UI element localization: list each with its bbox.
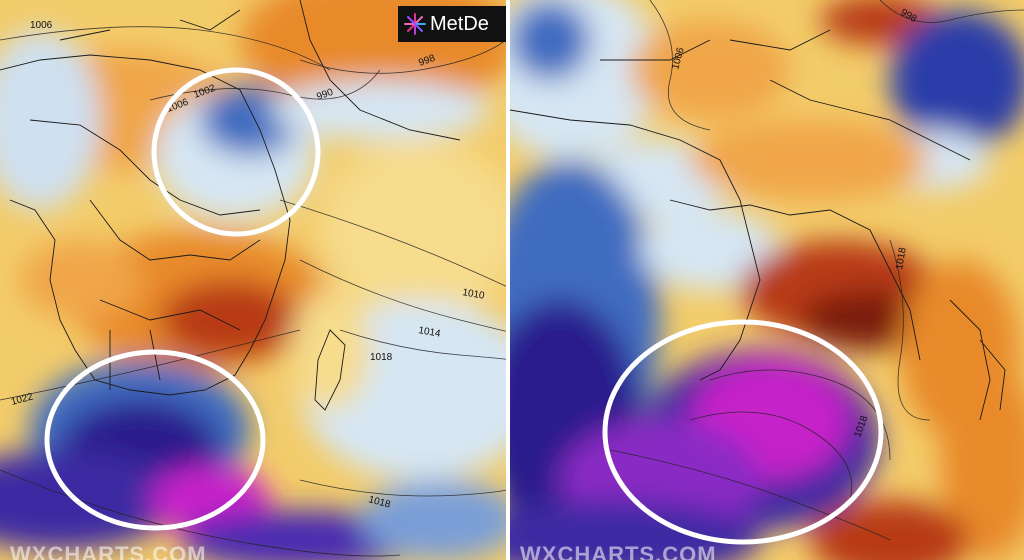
isobar-label: 1010 [461,287,485,302]
left-temperature-anomaly-map: 1006 1002 998 990 1006 1010 1014 1018 10… [0,0,506,560]
watermark-text: WXCHARTS.COM [520,542,717,560]
highlight-circle-south-africa [602,319,884,545]
left-isobars [0,26,506,557]
metdesk-logo: MetDe [398,6,506,42]
starburst-logo-icon [404,13,426,35]
right-coastlines [510,29,1006,421]
logo-text: MetDe [430,12,489,35]
left-map-panel: 1006 1002 998 990 1006 1010 1014 1018 10… [0,0,506,560]
right-map-panel: 1006 1018 1018 998 WXCHARTS.COM [510,0,1024,560]
right-isobars [609,0,1024,541]
isobar-label: 1018 [894,246,909,270]
isobar-label: 1006 [30,20,53,31]
left-coastlines [0,0,461,411]
isobar-label: 1014 [417,325,441,340]
panel-divider [506,0,510,560]
right-temperature-anomaly-map: 1006 1018 1018 998 [510,0,1024,560]
isobar-label: 1018 [370,352,393,363]
highlight-circle-east-africa [151,67,321,237]
watermark-text: WXCHARTS.COM [10,542,207,560]
highlight-circle-south-africa [44,349,266,531]
